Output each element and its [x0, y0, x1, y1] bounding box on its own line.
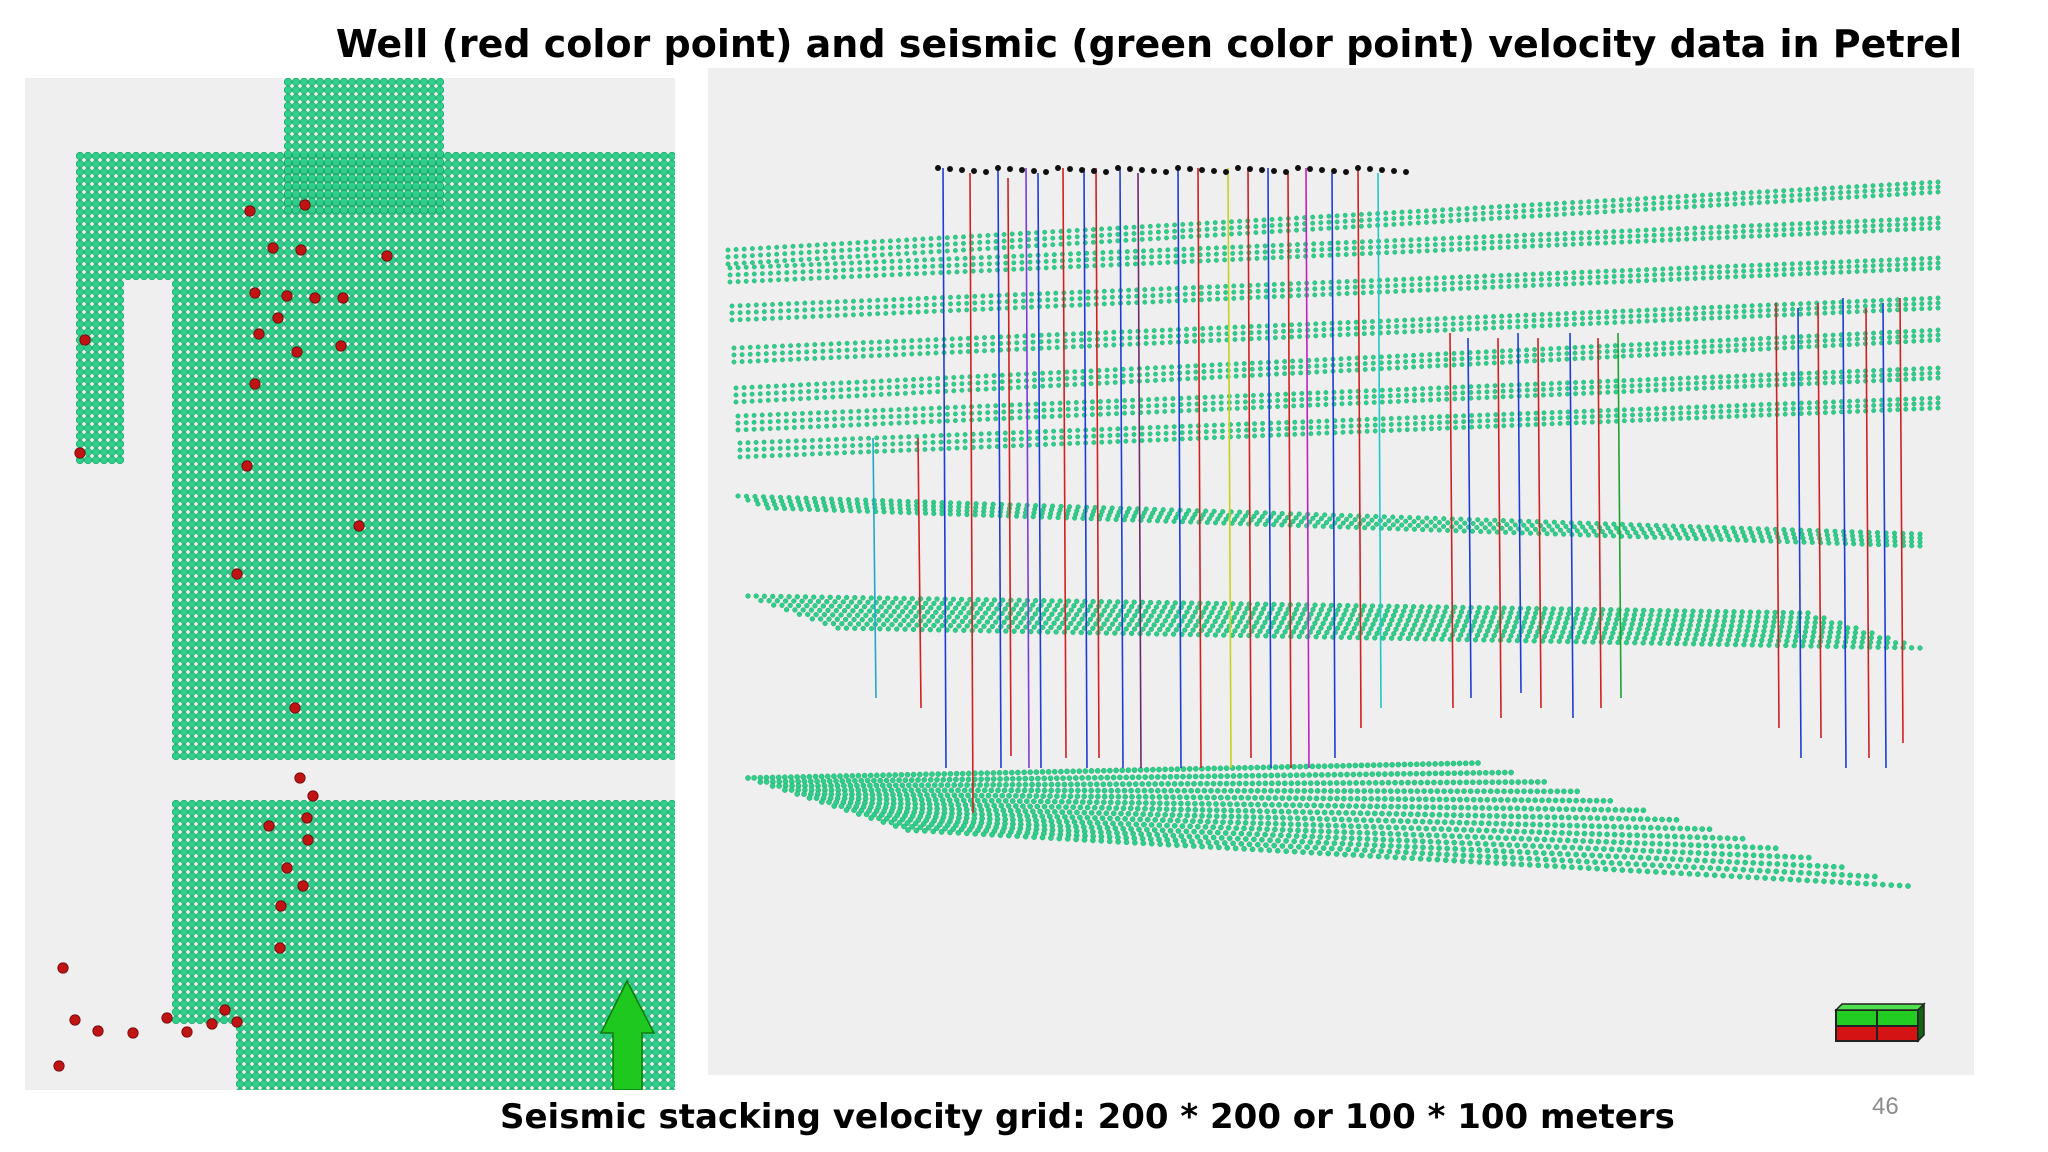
slide-title: Well (red color point) and seismic (gree…	[335, 22, 1963, 66]
map-view-canvas	[53, 78, 675, 1090]
north-arrow-icon	[599, 979, 656, 1090]
orientation-cube-icon	[1834, 1002, 1926, 1043]
slide-caption: Seismic stacking velocity grid: 200 * 20…	[500, 1097, 1675, 1137]
3d-view-panel[interactable]	[708, 68, 1974, 1075]
well-trajectories	[872, 165, 1904, 814]
seismic-point-grid	[75, 78, 675, 1090]
page-number: 46	[1872, 1093, 1899, 1120]
map-view-panel[interactable]	[25, 78, 675, 1090]
well-points	[53, 199, 393, 1072]
3d-view-canvas	[725, 165, 1941, 1043]
